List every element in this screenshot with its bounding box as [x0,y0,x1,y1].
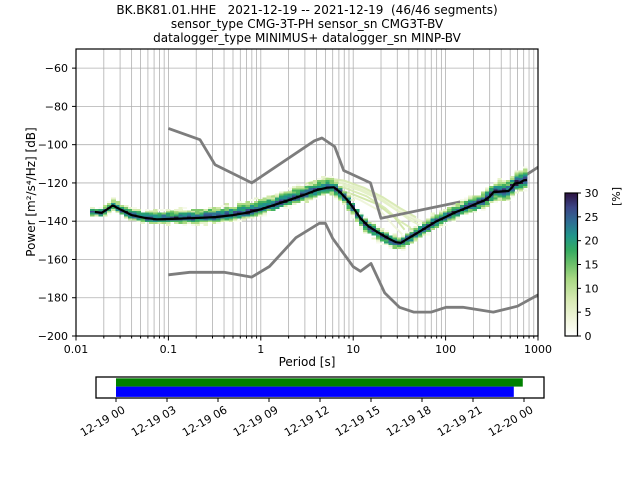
coverage-blue-bar [116,386,514,397]
ghost-psd-trace [332,180,420,226]
time-tick-label: 12-19 03 [129,403,178,439]
time-coverage-bar: 12-19 00 12-19 03 12-19 06 12-19 09 12-19 12… [78,376,545,439]
figure-title-line2: sensor_type CMG-3T-PH sensor_sn CMG3T-BV [170,17,444,31]
time-tick-label: 12-19 18 [384,403,433,439]
y-tick-label: −80 [45,100,68,113]
colorbar-tick-label: 10 [585,282,599,295]
colorbar-gradient [565,193,578,336]
colorbar-tick-label: 15 [585,259,599,272]
grid-lines [75,49,539,336]
colorbar-tick-label: 20 [585,235,599,248]
x-tick-label: 100 [435,343,456,356]
time-tick-label: 12-20 00 [486,403,535,439]
y-tick-label: −160 [38,253,68,266]
axis-ticks [72,67,539,341]
y-tick-label: −100 [38,139,68,152]
time-tick-label: 12-19 00 [78,403,127,439]
time-tick-label: 12-19 21 [435,403,484,439]
x-tick-label: 0.01 [64,343,89,356]
time-tick-label: 12-19 12 [282,403,331,439]
time-tick-label: 12-19 06 [180,403,229,439]
colorbar-axis-label: [%] [610,187,623,206]
nlnm-noise-model-line [168,221,538,314]
x-tick-labels: 0.01 0.1 1 10 100 1000 [64,343,552,356]
time-tick-label: 12-19 15 [333,403,382,439]
plot-data-layer [90,127,538,314]
y-tick-label: −140 [38,215,68,228]
nhnm-noise-model-line [167,127,538,220]
time-tick-label: 12-19 09 [231,403,280,439]
x-tick-label: 1 [257,343,264,356]
x-tick-label: 1000 [524,343,552,356]
x-tick-label: 0.1 [160,343,178,356]
colorbar-tick-label: 25 [585,211,599,224]
colorbar: 0 5 10 15 20 25 30 [%] [564,187,623,343]
plot-frame [75,48,539,337]
y-tick-label: −180 [38,292,68,305]
x-axis-label: Period [s] [278,355,336,369]
y-tick-label: −200 [38,330,68,343]
colorbar-tick-label: 5 [585,306,592,319]
y-tick-label: −120 [38,177,68,190]
ppsd-mode-line [94,178,528,244]
y-tick-labels: −60 −80 −100 −120 −140 −160 −180 −200 [38,62,68,343]
coverage-green-bar [116,378,523,387]
figure-title-line3: datalogger_type MINIMUS+ datalogger_sn M… [153,31,461,45]
figure-title-line1: BK.BK81.01.HHE 2021-12-19 -- 2021-12-19 … [116,3,498,17]
colorbar-tick-label: 0 [585,330,592,343]
x-tick-label: 10 [346,343,360,356]
colorbar-tick-label: 30 [585,187,599,200]
ghost-psd-trace [338,190,404,236]
y-tick-label: −60 [45,62,68,75]
